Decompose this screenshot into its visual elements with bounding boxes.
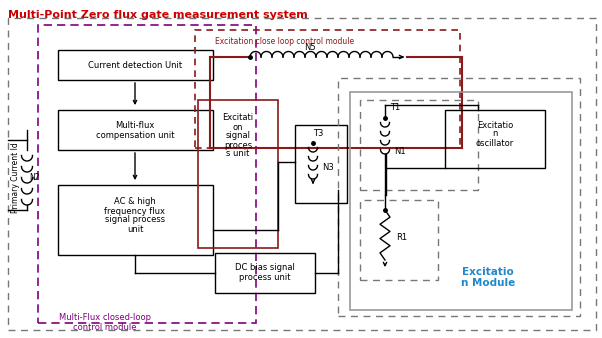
Bar [198,100,278,248]
Text: DC bias signal: DC bias signal [235,263,295,271]
Bar [338,78,580,316]
Text: Current detection Unit: Current detection Unit [88,61,182,70]
Text: T3: T3 [313,128,323,138]
Bar [38,25,256,323]
Bar [58,110,213,150]
Bar [445,110,545,168]
Text: T1: T1 [390,103,400,113]
Text: R1: R1 [396,233,407,241]
Text: Excitatio: Excitatio [477,121,513,129]
Text: frequency flux: frequency flux [105,207,166,216]
Text: N1: N1 [394,147,406,156]
Bar [58,50,213,80]
Text: Multi-Flux closed-loop: Multi-Flux closed-loop [59,314,151,322]
Text: N5: N5 [304,44,316,52]
Text: Excitatio: Excitatio [462,267,514,277]
Bar [58,185,213,255]
Bar [215,253,315,293]
Text: control module: control module [73,322,137,332]
Text: on: on [233,122,243,131]
Bar [195,30,460,148]
Text: n: n [492,129,498,139]
Bar [360,100,478,190]
Text: proces: proces [224,141,252,149]
Text: AC & high: AC & high [114,197,156,207]
Text: oscillator: oscillator [476,139,514,147]
Text: signal process: signal process [105,216,165,224]
Text: unit: unit [127,224,143,234]
Text: process unit: process unit [239,272,291,282]
Text: s unit: s unit [226,149,250,159]
Text: N2: N2 [29,172,39,182]
Text: N3: N3 [322,164,334,172]
Text: signal: signal [226,131,250,141]
Text: Excitation close loop control module: Excitation close loop control module [215,37,354,46]
Text: compensation unit: compensation unit [96,130,174,140]
Bar [360,200,438,280]
Text: n Module: n Module [461,278,515,288]
Bar [295,125,347,203]
Text: Excitati: Excitati [222,114,253,122]
Text: Multi-Point Zero flux gate measurement system: Multi-Point Zero flux gate measurement s… [8,10,308,20]
Text: Multi-flux: Multi-flux [116,121,155,129]
Text: Primary Current Id: Primary Current Id [11,143,20,213]
Bar [350,92,572,310]
